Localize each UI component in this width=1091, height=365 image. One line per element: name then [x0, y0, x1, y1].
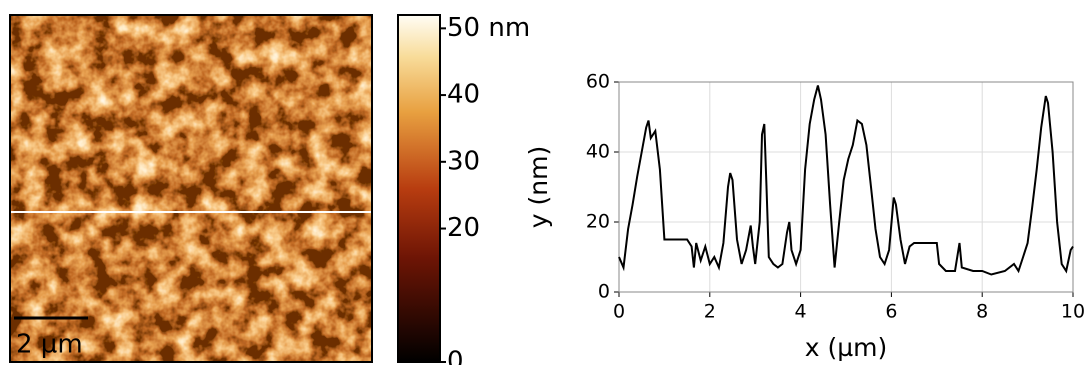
- x-tick-label: 2: [704, 301, 716, 323]
- x-tick-label: 0: [613, 301, 625, 323]
- colorbar-tick-label: 0: [447, 347, 464, 365]
- colorbar: [397, 14, 441, 363]
- colorbar-tick-label: 30: [447, 146, 480, 176]
- y-tick-label: 0: [598, 281, 610, 303]
- x-tick-label: 8: [976, 301, 988, 323]
- x-axis-label: x (µm): [805, 333, 888, 362]
- colorbar-tick-label: 40: [447, 80, 480, 110]
- y-axis-label: y (nm): [524, 146, 553, 228]
- profile-curve: [618, 85, 1074, 276]
- y-tick-label: 60: [586, 71, 610, 93]
- image-frame: [9, 14, 373, 363]
- plot-frame: [618, 81, 1074, 293]
- scale-bar-label: 2 µm: [16, 330, 83, 360]
- x-tick-label: 6: [885, 301, 897, 323]
- y-tick-label: 20: [586, 211, 610, 233]
- image-texture: [10, 15, 372, 362]
- colorbar-tick-label: 20: [447, 213, 480, 243]
- x-tick-label: 4: [795, 301, 807, 323]
- x-tick-label: 10: [1061, 301, 1085, 323]
- y-tick-label: 40: [586, 141, 610, 163]
- afm-image: 2 µm: [9, 14, 373, 363]
- colorbar-tick-label: 50 nm: [447, 13, 530, 43]
